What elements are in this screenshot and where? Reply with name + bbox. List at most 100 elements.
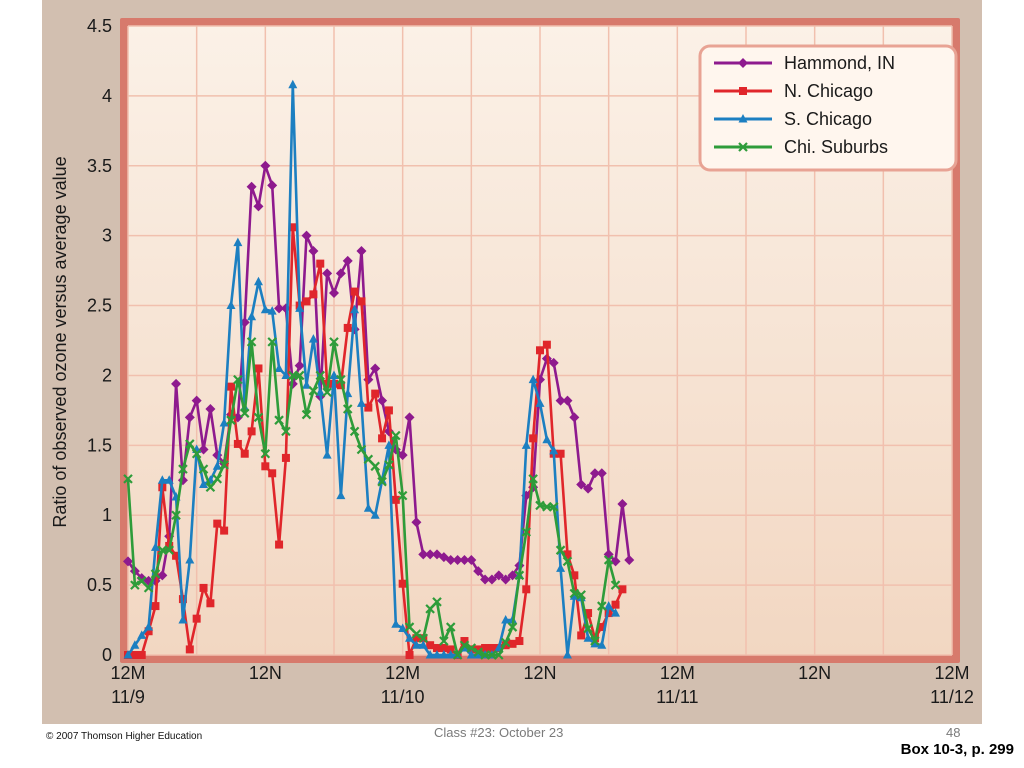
page-number: 48	[946, 725, 961, 740]
y-axis-title: Ratio of observed ozone versus average v…	[50, 156, 70, 527]
point-chi-suburbs-55	[500, 637, 511, 648]
point-hammond-in-5	[157, 570, 168, 581]
point-n-chicago-1	[130, 651, 139, 659]
point-chi-suburbs-51	[473, 647, 483, 657]
point-s-chicago-27	[308, 334, 318, 343]
point-s-chicago-3	[144, 622, 154, 631]
legend-marker-n-chicago	[739, 87, 747, 95]
series-chi-suburbs	[123, 337, 621, 660]
point-chi-suburbs-37	[377, 476, 387, 487]
point-n-chicago-20	[261, 462, 270, 471]
point-n-chicago-12	[206, 599, 215, 608]
point-chi-suburbs-36	[370, 461, 380, 472]
point-chi-suburbs-2	[136, 576, 147, 586]
legend-item-s-chicago: S. Chicago	[714, 109, 872, 129]
y-tick-label-6: 3	[102, 226, 112, 246]
point-chi-suburbs-1	[130, 580, 140, 590]
point-chi-suburbs-39	[391, 430, 401, 441]
point-chi-suburbs-3	[143, 583, 154, 593]
point-hammond-in-12	[205, 403, 216, 414]
point-s-chicago-50	[466, 650, 476, 659]
point-s-chicago-28	[315, 387, 325, 396]
point-chi-suburbs-22	[274, 415, 284, 425]
legend-item-n-chicago: N. Chicago	[714, 81, 873, 101]
point-s-chicago-55	[501, 615, 511, 624]
point-chi-suburbs-18	[246, 337, 257, 347]
point-hammond-in-23	[280, 303, 291, 314]
point-hammond-in-47	[445, 554, 456, 565]
x-axis-tick-labels: 12M 11/9 12N 12M 11/10 12N 12M 11/11 12N 12M 11/12	[110, 663, 973, 707]
point-n-chicago-44	[426, 641, 435, 650]
point-s-chicago-64	[562, 650, 572, 659]
point-chi-suburbs-20	[260, 448, 271, 459]
point-hammond-in-11	[198, 444, 209, 455]
point-hammond-in-25	[294, 360, 305, 371]
legend: Hammond, IN N. Chicago S. Chicago Chi. Subu…	[698, 44, 958, 172]
point-n-chicago-34	[357, 297, 366, 306]
point-s-chicago-58	[521, 440, 531, 449]
point-n-chicago-52	[481, 644, 490, 653]
legend-box	[698, 44, 958, 172]
point-s-chicago-24	[288, 79, 298, 89]
point-hammond-in-65	[569, 412, 580, 423]
point-n-chicago-47	[446, 645, 455, 654]
point-hammond-in-20	[260, 160, 271, 171]
point-hammond-in-18	[246, 181, 257, 192]
point-s-chicago-23	[281, 370, 291, 379]
point-chi-suburbs-9	[185, 439, 195, 449]
point-s-chicago-47	[446, 650, 456, 659]
point-chi-suburbs-19	[253, 412, 264, 423]
point-s-chicago-63	[556, 563, 566, 572]
point-n-chicago-14	[220, 526, 229, 535]
point-n-chicago-31	[336, 381, 345, 390]
point-n-chicago-53	[487, 644, 496, 653]
point-chi-suburbs-12	[205, 482, 216, 493]
point-chi-suburbs-43	[418, 633, 429, 644]
point-n-chicago-58	[522, 585, 531, 594]
point-chi-suburbs-71	[610, 580, 621, 590]
point-s-chicago-62	[549, 445, 559, 455]
point-s-chicago-29	[322, 450, 332, 459]
x-tick-date-0: 11/9	[111, 687, 145, 707]
point-s-chicago-35	[363, 503, 373, 512]
point-chi-suburbs-65	[569, 588, 580, 599]
point-chi-suburbs-59	[528, 474, 538, 484]
point-chi-suburbs-50	[466, 643, 477, 653]
x-tick-label-3: 12N	[523, 663, 556, 683]
point-chi-suburbs-27	[308, 386, 319, 396]
point-s-chicago-43	[418, 640, 428, 649]
point-chi-suburbs-14	[219, 460, 229, 470]
point-n-chicago-63	[556, 449, 565, 458]
point-chi-suburbs-34	[356, 444, 367, 455]
point-chi-suburbs-17	[239, 408, 250, 418]
point-chi-suburbs-66	[576, 590, 586, 600]
point-chi-suburbs-15	[226, 415, 236, 425]
box-reference: Box 10-3, p. 299	[900, 741, 1014, 758]
point-n-chicago-67	[584, 609, 593, 618]
point-hammond-in-9	[184, 412, 195, 423]
point-hammond-in-0	[123, 556, 133, 567]
point-n-chicago-42	[412, 634, 421, 643]
point-chi-suburbs-16	[233, 374, 243, 385]
chart-panel: 0 0.5 1 1.5 2 2.5 3 3.5 4 4.5 12M 11/9 12N 12M 11/10 1…	[42, 0, 982, 724]
point-chi-suburbs-44	[425, 604, 435, 614]
point-chi-suburbs-13	[212, 474, 223, 484]
legend-item-chi-suburbs: Chi. Suburbs	[714, 137, 888, 157]
point-chi-suburbs-33	[349, 426, 360, 437]
point-s-chicago-41	[405, 633, 415, 642]
point-s-chicago-38	[384, 440, 394, 449]
point-n-chicago-3	[144, 627, 153, 636]
point-n-chicago-41	[405, 651, 414, 659]
point-hammond-in-2	[136, 573, 147, 584]
point-hammond-in-56	[507, 570, 518, 581]
point-s-chicago-0	[123, 650, 133, 659]
point-chi-suburbs-30	[329, 337, 339, 347]
point-s-chicago-69	[597, 640, 607, 649]
point-n-chicago-45	[433, 644, 441, 653]
point-hammond-in-52	[480, 574, 491, 585]
legend-item-hammond-in: Hammond, IN	[714, 53, 895, 73]
point-n-chicago-49	[460, 637, 469, 646]
x-tick-label-2: 12M	[385, 663, 420, 683]
x-tick-label-1: 12N	[249, 663, 282, 683]
x-tick-date-4: 11/11	[656, 687, 698, 707]
